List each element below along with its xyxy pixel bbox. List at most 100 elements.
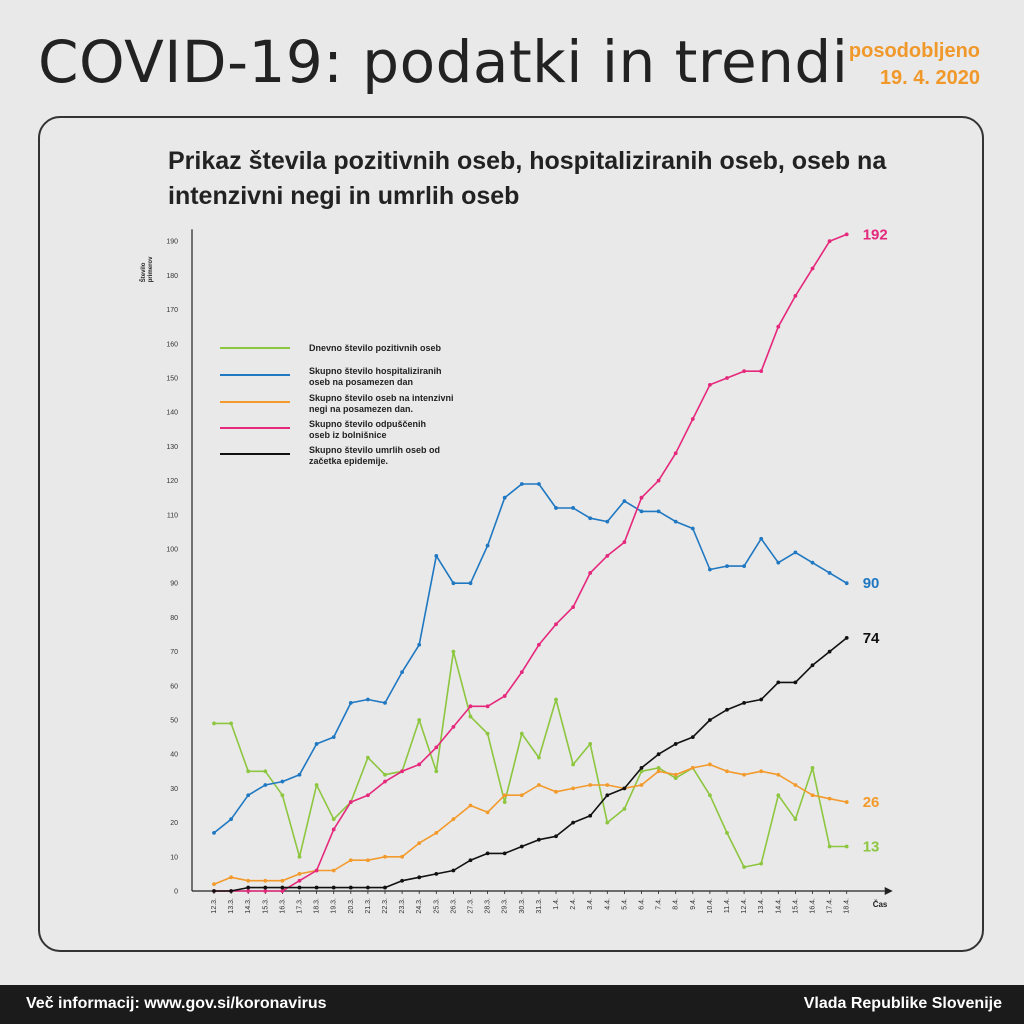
data-point	[725, 769, 729, 774]
data-point	[622, 807, 627, 811]
data-point	[212, 830, 216, 835]
data-point	[793, 783, 798, 787]
data-point	[776, 560, 781, 565]
data-point	[827, 571, 832, 575]
data-point	[844, 581, 849, 586]
legend-entry-line: oseb iz bolnišnice	[309, 430, 387, 440]
data-point	[400, 878, 404, 883]
data-point	[810, 765, 815, 770]
data-point	[366, 858, 370, 863]
footer-info-link[interactable]: Več informacij: www.gov.si/koronavirus	[26, 995, 327, 1012]
x-tick-label: 7.4.	[656, 898, 663, 910]
data-point	[793, 294, 798, 298]
data-point	[673, 451, 678, 456]
data-point	[708, 793, 712, 798]
x-tick-label: 2.4.	[570, 898, 577, 910]
data-point	[554, 789, 558, 794]
end-value-label: 90	[863, 575, 880, 592]
data-point	[519, 731, 524, 736]
x-tick-label: 27.3.	[468, 898, 475, 914]
data-point	[297, 872, 302, 876]
data-point	[519, 482, 524, 486]
data-point	[468, 803, 473, 808]
data-point	[451, 817, 456, 822]
data-point	[759, 697, 764, 702]
x-tick-label: 8.4.	[673, 898, 680, 910]
data-point	[366, 697, 370, 702]
data-point	[400, 769, 404, 774]
x-tick-label: 14.3.	[245, 898, 252, 914]
data-point	[263, 885, 268, 890]
update-label: posodobljeno	[848, 40, 980, 62]
y-axis-label: Številoprimerov	[139, 256, 154, 282]
data-point	[263, 769, 268, 774]
data-point	[451, 649, 456, 654]
data-point	[331, 735, 336, 739]
data-point	[622, 540, 627, 545]
y-tick-label: 140	[166, 410, 178, 417]
data-point	[742, 564, 746, 568]
x-tick-label: 26.3.	[450, 898, 457, 914]
data-point	[759, 369, 764, 374]
series-path	[214, 637, 848, 892]
data-point	[793, 550, 798, 555]
x-tick-label: 25.3.	[433, 898, 440, 914]
data-point	[793, 817, 798, 822]
data-point	[759, 861, 764, 866]
x-tick-label: 10.4.	[707, 898, 714, 914]
data-point	[434, 830, 439, 835]
data-point	[383, 779, 387, 784]
data-point	[605, 820, 610, 825]
x-tick-label: 15.4.	[792, 898, 799, 914]
data-point	[212, 721, 216, 726]
data-point	[502, 800, 507, 804]
data-point	[400, 854, 404, 859]
x-tick-label: 18.3.	[314, 898, 321, 914]
data-point	[622, 499, 627, 504]
x-tick-label: 18.4.	[844, 898, 851, 914]
data-point	[417, 642, 422, 647]
data-point	[537, 837, 541, 842]
x-tick-label: 3.4.	[587, 898, 594, 910]
x-tick-label: 9.4.	[690, 898, 697, 910]
legend-entry-line: Skupno število umrlih oseb od	[309, 445, 440, 455]
data-point	[793, 680, 798, 685]
data-point	[331, 827, 336, 832]
data-point	[554, 622, 558, 627]
data-point	[280, 878, 285, 883]
footer-bar: Več informacij: www.gov.si/koronavirus V…	[0, 985, 1024, 1024]
data-point	[708, 567, 712, 572]
data-point	[383, 854, 387, 859]
x-tick-label: 16.4.	[810, 898, 817, 914]
data-point	[588, 742, 593, 746]
data-point	[451, 581, 456, 586]
data-point	[331, 885, 336, 890]
data-point	[759, 536, 764, 541]
data-point	[263, 878, 268, 883]
data-point	[297, 885, 302, 890]
data-point	[297, 878, 302, 883]
data-point	[605, 793, 610, 798]
data-point	[417, 875, 422, 880]
data-point	[502, 851, 507, 856]
data-point	[348, 858, 353, 863]
data-point	[229, 721, 234, 726]
x-tick-label: 6.4.	[639, 898, 646, 910]
data-point	[673, 742, 678, 746]
data-point	[314, 742, 319, 746]
legend-entry-line: Skupno število oseb na intenzivni	[309, 393, 454, 403]
y-tick-label: 0	[174, 889, 178, 896]
data-point	[348, 885, 353, 890]
data-point	[383, 772, 387, 777]
data-point	[502, 793, 507, 798]
data-point	[246, 885, 251, 890]
data-point	[639, 769, 644, 774]
chart-title: Prikaz števila pozitivnih oseb, hospital…	[168, 147, 887, 210]
y-tick-label: 30	[170, 786, 178, 793]
data-point	[280, 793, 285, 798]
data-point	[485, 810, 490, 815]
data-point	[708, 718, 712, 722]
x-ticks: 12.3. 13.3. 14.3. 15.3. 16.3. 17.3. 18.3. 19.3.…	[211, 891, 851, 914]
x-axis-arrow	[884, 887, 893, 895]
data-point	[348, 701, 353, 705]
